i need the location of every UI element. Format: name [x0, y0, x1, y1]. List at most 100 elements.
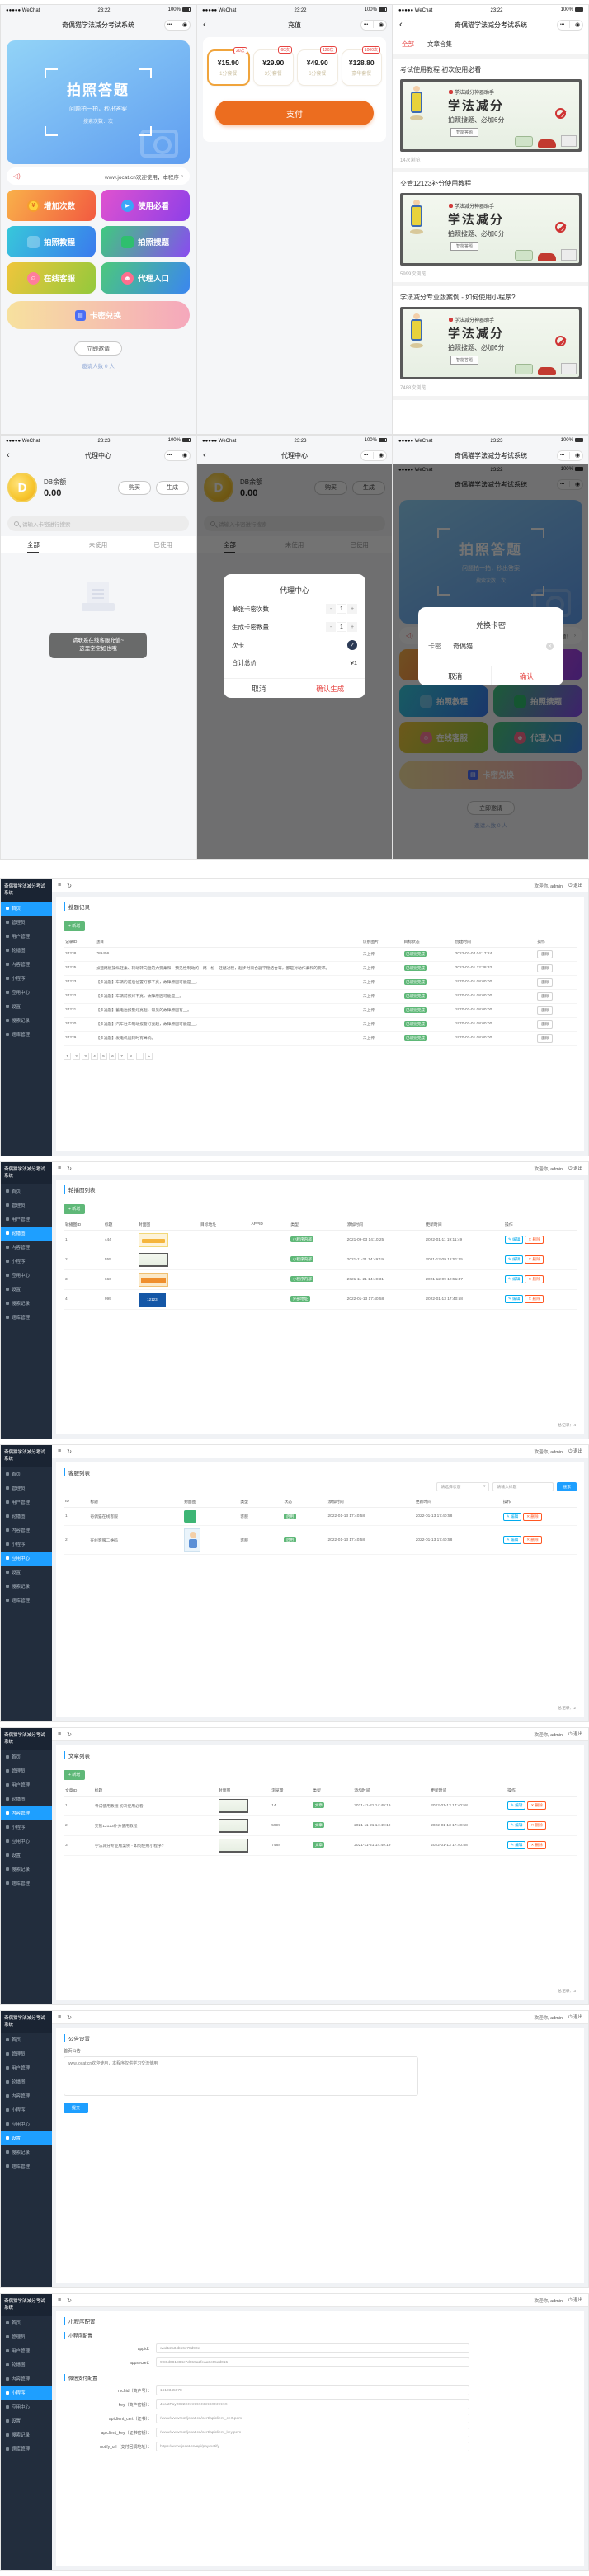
sidebar-item[interactable]: 管理员 — [1, 2047, 52, 2061]
sidebar-item[interactable]: 用户管理 — [1, 1778, 52, 1792]
delete-button[interactable]: 删除 — [537, 1005, 554, 1015]
sidebar-item[interactable]: 内容管理 — [1, 958, 52, 972]
sidebar-item[interactable]: 内容管理 — [1, 2372, 52, 2386]
delete-button[interactable]: 删除 — [537, 977, 554, 987]
cancel-button[interactable]: 取消 — [224, 679, 295, 698]
sidebar-item[interactable]: 题库管理 — [1, 1594, 52, 1608]
refresh-icon[interactable]: ↻ — [67, 1448, 72, 1455]
sidebar-item[interactable]: 首页 — [1, 1467, 52, 1481]
hamburger-icon[interactable]: ≡ — [58, 1448, 62, 1454]
page-button[interactable]: 2 — [73, 1052, 80, 1060]
logout-button[interactable]: ⏻ 退出 — [568, 1449, 582, 1454]
delete-button[interactable]: ✕ 删除 — [525, 1295, 544, 1303]
delete-button[interactable]: ✕ 删除 — [525, 1255, 544, 1264]
confirm-generate-button[interactable]: 确认生成 — [316, 684, 345, 693]
sidebar-item[interactable]: 设置 — [1, 1283, 52, 1297]
sidebar-item[interactable]: 轮播图 — [1, 1226, 52, 1241]
keyword-input[interactable]: 请输入标题 — [492, 1482, 554, 1491]
sidebar-item[interactable]: 小程序 — [1, 1255, 52, 1269]
sidebar-item[interactable]: 设置 — [1, 2414, 52, 2428]
add-button[interactable]: + 新增 — [64, 1769, 86, 1780]
plan-option[interactable]: 1000次 ¥128.80 豪华套餐 — [341, 46, 382, 86]
edit-button[interactable]: ✎ 编辑 — [505, 1236, 524, 1244]
logout-button[interactable]: ⏻ 退出 — [568, 2298, 582, 2303]
sidebar-item[interactable]: 小程序 — [1, 1538, 52, 1552]
confirm-button[interactable]: 确认 — [519, 671, 534, 680]
sidebar-item[interactable]: 首页 — [1, 901, 52, 916]
sidebar-item[interactable]: 轮播图 — [1, 2358, 52, 2372]
sidebar-item[interactable]: 首页 — [1, 2316, 52, 2330]
generate-button[interactable]: 生成 — [156, 480, 189, 495]
check-icon[interactable]: ✓ — [347, 640, 357, 650]
sidebar-item[interactable]: 设置 — [1, 1000, 52, 1014]
wechat-capsule[interactable]: ••• ◉ — [557, 450, 583, 461]
hamburger-icon[interactable]: ≡ — [58, 2014, 62, 2020]
page-button[interactable]: 3 — [82, 1052, 89, 1060]
sidebar-item[interactable]: 搜索记录 — [1, 1014, 52, 1028]
sidebar-item[interactable]: 管理员 — [1, 1764, 52, 1778]
sidebar-item[interactable]: 应用中心 — [1, 2400, 52, 2414]
sidebar-item[interactable]: 小程序 — [1, 2385, 52, 2400]
delete-button[interactable]: ✕ 删除 — [527, 1821, 546, 1830]
tab-unused[interactable]: 未使用 — [88, 541, 108, 549]
edit-button[interactable]: ✎ 编辑 — [507, 1841, 526, 1849]
sidebar-item[interactable]: 内容管理 — [1, 1523, 52, 1538]
edit-button[interactable]: ✎ 编辑 — [502, 1536, 522, 1544]
sidebar-item[interactable]: 搜索记录 — [1, 1297, 52, 1311]
delete-button[interactable]: ✕ 删除 — [523, 1512, 542, 1521]
sidebar-item[interactable]: 应用中心 — [1, 1834, 52, 1848]
sidebar-item[interactable]: 搜索记录 — [1, 2145, 52, 2159]
mchid-input[interactable]: 1612345678 — [156, 2385, 469, 2395]
invite-button[interactable]: 立即邀请 — [74, 341, 122, 356]
appid-input[interactable]: wxd12a34b56c78d90e — [156, 2343, 469, 2353]
sidebar-item[interactable]: 用户管理 — [1, 2344, 52, 2358]
hamburger-icon[interactable]: ≡ — [58, 883, 62, 888]
pay-button[interactable]: 支付 — [215, 101, 374, 125]
search-button[interactable]: 搜索 — [557, 1482, 577, 1491]
announcement-textarea[interactable]: www.jocat.cn欢迎使用，本程序仅供学习交流使用 — [64, 2056, 418, 2096]
page-button[interactable]: 5 — [100, 1052, 107, 1060]
sidebar-item[interactable]: 内容管理 — [1, 1241, 52, 1255]
minus-button[interactable]: - — [326, 604, 336, 614]
wechat-capsule[interactable]: ••• ◉ — [360, 450, 387, 461]
sidebar-item[interactable]: 搜索记录 — [1, 1863, 52, 1877]
add-button[interactable]: + 新增 — [64, 921, 86, 931]
delete-button[interactable]: 删除 — [537, 949, 554, 958]
buy-button[interactable]: 购买 — [118, 480, 151, 495]
sidebar-item[interactable]: 管理员 — [1, 916, 52, 930]
wechat-capsule[interactable]: ••• ◉ — [557, 19, 583, 31]
logout-button[interactable]: ⏻ 退出 — [568, 1166, 582, 1171]
tab-used[interactable]: 已使用 — [153, 541, 172, 549]
delete-button[interactable]: ✕ 删除 — [525, 1275, 544, 1283]
hamburger-icon[interactable]: ≡ — [58, 1731, 62, 1737]
appsecret-input[interactable]: 9f86d081884c7d659a2feaa0c55ad015 — [156, 2357, 469, 2367]
sidebar-item[interactable]: 管理员 — [1, 1199, 52, 1213]
refresh-icon[interactable]: ↻ — [67, 1166, 72, 1172]
hamburger-icon[interactable]: ≡ — [58, 2297, 62, 2303]
sidebar-item[interactable]: 首页 — [1, 1750, 52, 1764]
photo-answer-card[interactable]: 拍照答题 问题拍一拍，秒出答案 搜索次数：次 — [7, 40, 190, 164]
sidebar-item[interactable]: 首页 — [1, 2033, 52, 2047]
logout-button[interactable]: ⏻ 退出 — [568, 2015, 582, 2020]
sidebar-item[interactable]: 题库管理 — [1, 2159, 52, 2173]
plan-option[interactable]: 120次 ¥49.90 6分套餐 — [297, 46, 338, 86]
home-action-button[interactable]: 拍照教程 — [7, 226, 96, 257]
logout-button[interactable]: ⏻ 退出 — [568, 1732, 582, 1737]
article-item[interactable]: 交管12123补分使用教程 学法减分神器助手 学法减分 拍照搜题、必加6分 智能… — [393, 172, 588, 282]
home-action-button[interactable]: ☻ 代理入口 — [101, 262, 190, 294]
sidebar-item[interactable]: 应用中心 — [1, 986, 52, 1000]
page-button[interactable]: … — [136, 1052, 144, 1060]
sidebar-item[interactable]: 应用中心 — [1, 1551, 52, 1566]
refresh-icon[interactable]: ↻ — [67, 1731, 72, 1738]
back-icon[interactable]: ‹ — [203, 450, 206, 460]
tab-all[interactable]: 全部 — [1, 536, 66, 553]
notify-url-input[interactable]: https://www.jocat.cn/api/pay/notify — [156, 2442, 469, 2451]
edit-button[interactable]: ✎ 编辑 — [507, 1801, 526, 1810]
minus-button[interactable]: - — [326, 622, 336, 632]
sidebar-item[interactable]: 设置 — [1, 1566, 52, 1580]
delete-button[interactable]: ✕ 删除 — [527, 1841, 546, 1849]
plus-button[interactable]: + — [347, 622, 357, 632]
submit-button[interactable]: 提交 — [64, 2103, 89, 2113]
sidebar-item[interactable]: 应用中心 — [1, 1269, 52, 1283]
sidebar-item[interactable]: 小程序 — [1, 972, 52, 986]
